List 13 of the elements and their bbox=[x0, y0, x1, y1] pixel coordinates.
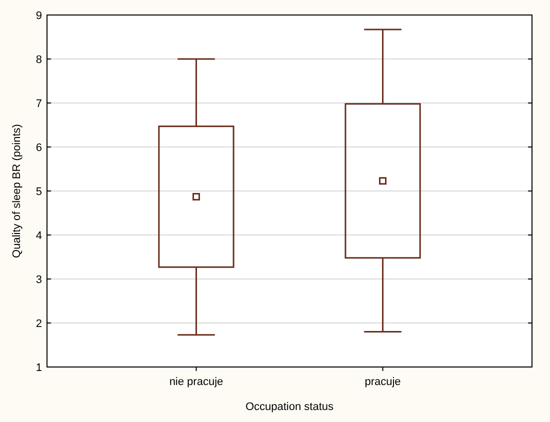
y-tick-label: 6 bbox=[36, 142, 42, 154]
y-tick-label: 7 bbox=[36, 98, 42, 110]
y-tick-label: 8 bbox=[36, 54, 42, 66]
x-axis-title: Occupation status bbox=[245, 401, 334, 413]
y-axis-title: Quality of sleep BR (points) bbox=[11, 124, 23, 258]
y-tick-label: 2 bbox=[36, 318, 42, 330]
y-tick-label: 1 bbox=[36, 362, 42, 374]
y-tick-label: 4 bbox=[36, 230, 42, 242]
y-tick-label: 5 bbox=[36, 186, 42, 198]
y-tick-label: 9 bbox=[36, 10, 42, 22]
x-tick-label: nie pracuje bbox=[169, 376, 224, 388]
y-tick-label: 3 bbox=[36, 274, 42, 286]
x-tick-label: pracuje bbox=[364, 376, 401, 388]
